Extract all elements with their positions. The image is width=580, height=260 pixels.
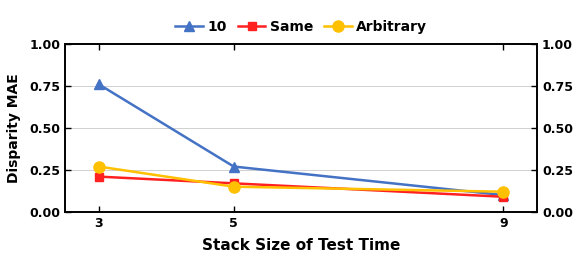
- Y-axis label: Disparity MAE: Disparity MAE: [7, 73, 21, 183]
- Arbitrary: [95, 165, 102, 168]
- Same: [500, 195, 507, 198]
- Line: Same: Same: [95, 172, 508, 201]
- 10: [230, 165, 237, 168]
- Line: 10: 10: [94, 80, 508, 200]
- Same: [230, 182, 237, 185]
- X-axis label: Stack Size of Test Time: Stack Size of Test Time: [202, 238, 400, 253]
- Legend: 10, Same, Arbitrary: 10, Same, Arbitrary: [170, 14, 433, 39]
- Line: Arbitrary: Arbitrary: [93, 161, 509, 197]
- Arbitrary: [230, 185, 237, 188]
- Same: [95, 175, 102, 178]
- 10: [500, 193, 507, 197]
- 10: [95, 83, 102, 86]
- Arbitrary: [500, 190, 507, 193]
